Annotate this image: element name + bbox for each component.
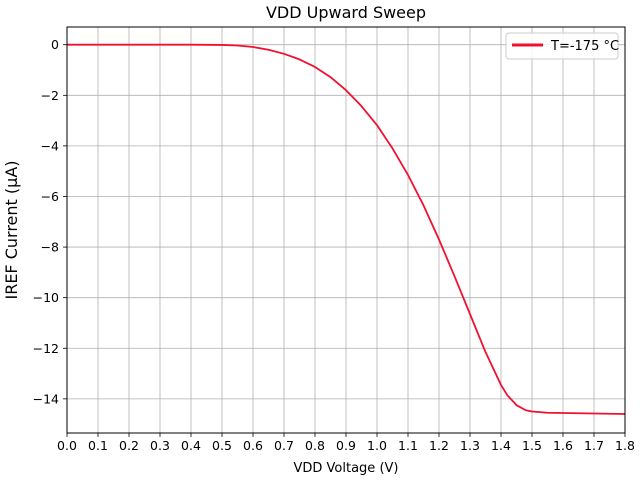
x-tick-label: 1.7	[584, 438, 604, 453]
x-tick-label: 1.1	[398, 438, 418, 453]
x-tick-label: 1.3	[460, 438, 480, 453]
x-tick-label: 1.8	[615, 438, 635, 453]
y-tick-label: −12	[33, 341, 59, 356]
x-tick-label: 0.6	[243, 438, 263, 453]
chart-title: VDD Upward Sweep	[266, 3, 426, 22]
y-tick-label: −2	[41, 88, 59, 103]
plot-lines	[67, 43, 626, 415]
y-tick-label: −10	[33, 290, 59, 305]
legend-box	[505, 32, 619, 60]
y-tick-label: −8	[41, 240, 59, 255]
y-axis: 0 −2 −4 −6 −8 −10 −12 −14	[33, 37, 67, 406]
x-tick-label: 0.0	[57, 438, 77, 453]
x-tick-label: 0.7	[274, 438, 294, 453]
series-line-0	[67, 43, 626, 415]
x-tick-label: 1.6	[553, 438, 573, 453]
y-tick-label: 0	[51, 37, 59, 52]
x-tick-label: 1.2	[429, 438, 449, 453]
x-axis: 0.0 0.1 0.2 0.3 0.4 0.5 0.6 0.7 0.8 0.9 1.0 1.1 1.2 1…	[57, 433, 635, 453]
x-tick-label: 1.5	[522, 438, 542, 453]
x-tick-label: 0.4	[181, 438, 201, 453]
y-axis-label: IREF Current (µA)	[2, 160, 21, 299]
x-tick-label: 0.5	[212, 438, 232, 453]
y-tick-label: −6	[41, 189, 59, 204]
legend-label: T=-175 °C	[550, 39, 619, 54]
x-tick-label: 0.1	[88, 438, 108, 453]
legend: T=-175 °C	[505, 32, 619, 60]
x-tick-label: 0.2	[119, 438, 139, 453]
x-tick-label: 0.3	[150, 438, 170, 453]
x-tick-label: 0.8	[305, 438, 325, 453]
grid	[66, 27, 626, 433]
y-tick-label: −4	[41, 138, 59, 153]
x-axis-label: VDD Voltage (V)	[294, 461, 399, 476]
x-tick-label: 1.0	[367, 438, 387, 453]
x-tick-label: 1.4	[491, 438, 511, 453]
x-tick-label: 0.9	[336, 438, 356, 453]
y-tick-label: −14	[33, 391, 59, 406]
